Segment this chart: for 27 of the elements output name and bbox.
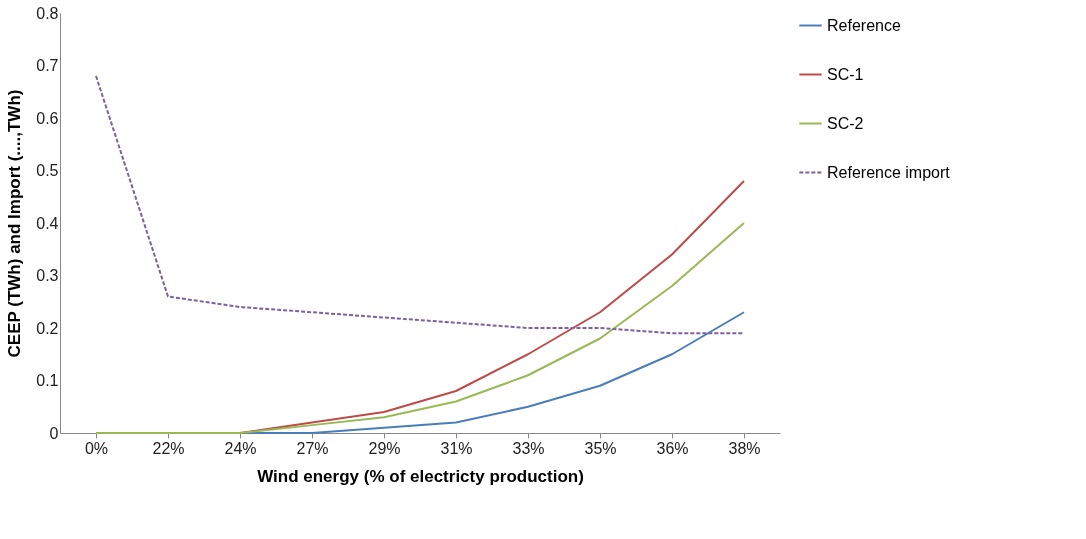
y-tick-label: 0.8	[36, 4, 59, 22]
y-tick-label: 0.5	[36, 162, 59, 179]
x-tick-label: 24%	[224, 439, 257, 457]
x-tick-label: 38%	[728, 439, 761, 457]
y-tick-label: 0.6	[36, 109, 59, 127]
x-tick-label: 36%	[656, 439, 689, 457]
x-tick-label: 22%	[152, 439, 185, 457]
line-series	[95, 222, 745, 434]
legend-label: Reference	[827, 16, 901, 34]
y-tick-label: 0.1	[36, 372, 59, 389]
x-tick-label: 35%	[584, 439, 617, 457]
legend-label: Reference import	[827, 163, 951, 181]
x-tick-label: 29%	[368, 439, 401, 457]
x-axis-title: Wind energy (% of electricty production)	[257, 466, 584, 486]
y-tick-label: 0.7	[36, 57, 59, 74]
y-axis-title: CEEP (TWh) and Import (....,TWh)	[5, 89, 25, 358]
y-tick-label: 0	[49, 424, 59, 442]
y-tick-label: 0.3	[36, 267, 59, 284]
line-series	[95, 75, 745, 335]
x-tick-label: 27%	[296, 439, 329, 457]
x-tick-label: 31%	[440, 439, 473, 457]
legend-label: SC-2	[827, 114, 864, 132]
x-tick-label: 33%	[512, 439, 545, 457]
y-tick-label: 0.4	[36, 214, 59, 232]
y-tick-label: 0.2	[36, 319, 59, 337]
x-tick-label: 0%	[84, 439, 109, 457]
legend-label: SC-1	[827, 65, 864, 83]
